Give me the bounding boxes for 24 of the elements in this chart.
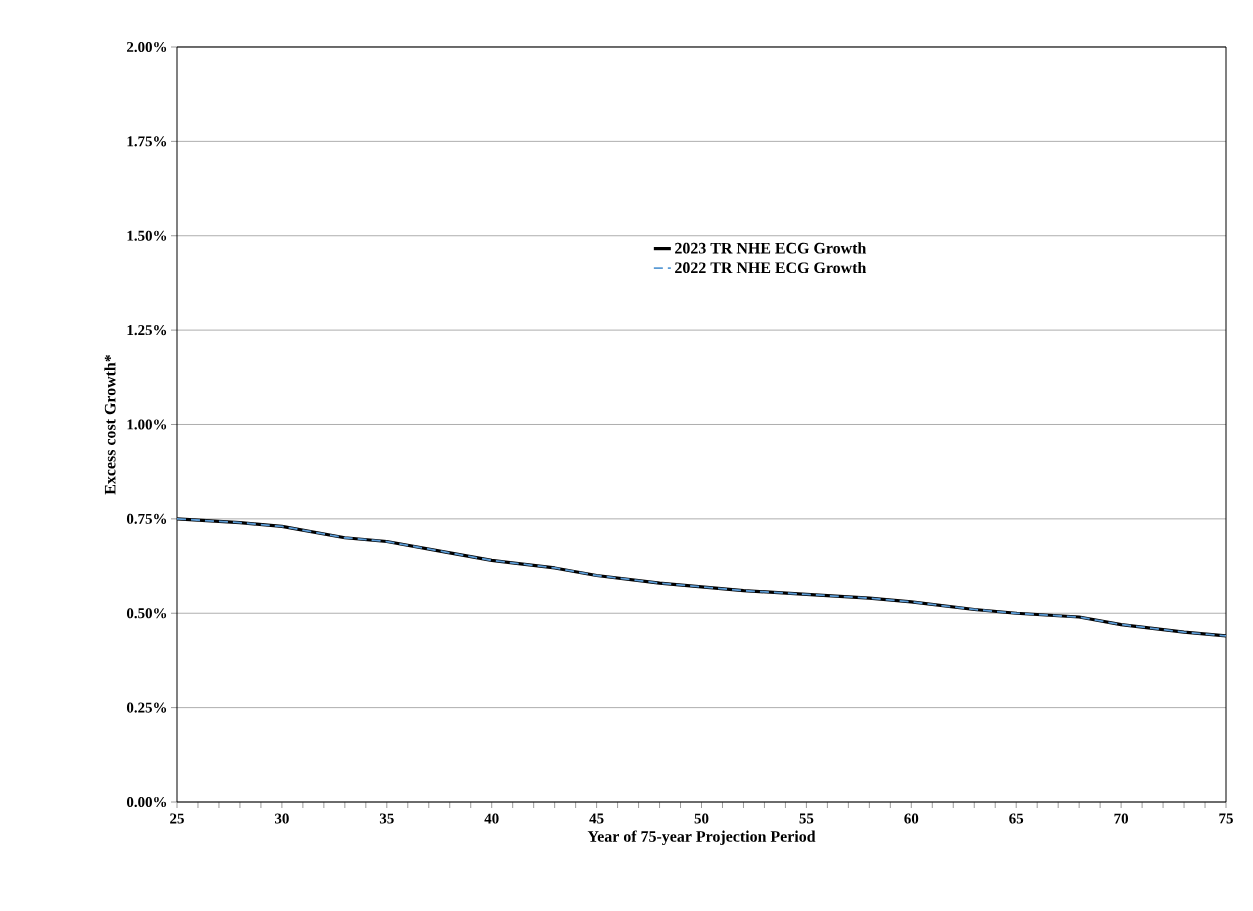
- x-tick-label: 60: [904, 813, 919, 824]
- x-tick-label: 40: [484, 813, 499, 824]
- y-tick-label: 0.25%: [126, 702, 167, 713]
- y-tick-label: 2.00%: [127, 41, 167, 53]
- y-tick-label: 0.50%: [126, 608, 167, 619]
- y-axis-title: Excess cost Growth*: [104, 354, 116, 495]
- x-tick-label: 55: [799, 813, 814, 824]
- x-axis-title: Year of 75-year Projection Period: [587, 830, 816, 846]
- y-tick-label: 0.75%: [126, 513, 167, 524]
- x-tick-label: 30: [274, 813, 289, 824]
- x-tick-label: 25: [170, 813, 184, 824]
- y-tick-label: 1.50%: [127, 230, 167, 241]
- legend-label: 2022 TR NHE ECG Growth: [675, 261, 867, 274]
- x-tick-label: 70: [1114, 813, 1129, 824]
- y-tick-label: 1.00%: [127, 419, 167, 430]
- x-tick-label: 75: [1219, 813, 1233, 824]
- x-tick-label: 45: [589, 813, 604, 824]
- y-tick-label: 0.00%: [126, 796, 167, 808]
- y-tick-label: 1.75%: [127, 136, 167, 147]
- x-tick-label: 65: [1009, 813, 1024, 824]
- legend-label: 2023 TR NHE ECG Growth: [675, 242, 867, 254]
- x-tick-label: 35: [379, 813, 394, 824]
- x-tick-label: 50: [694, 813, 709, 824]
- y-tick-label: 1.25%: [127, 325, 167, 336]
